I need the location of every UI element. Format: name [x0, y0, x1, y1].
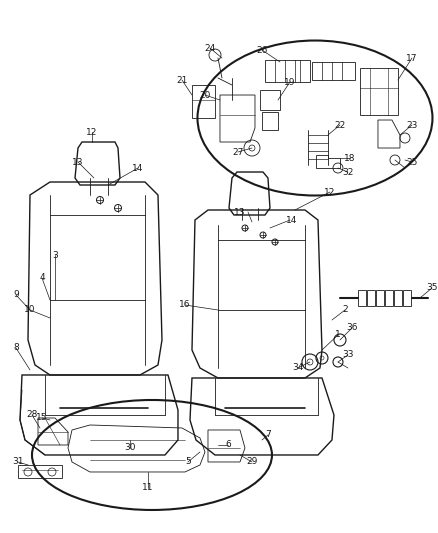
Text: 29: 29 — [246, 457, 258, 466]
Text: 19: 19 — [284, 77, 296, 86]
Text: 28: 28 — [26, 410, 38, 419]
Text: 27: 27 — [232, 148, 244, 157]
Text: 4: 4 — [39, 273, 45, 282]
Text: 21: 21 — [177, 76, 187, 85]
Text: 16: 16 — [179, 301, 191, 310]
Text: 2: 2 — [342, 305, 348, 314]
Text: 25: 25 — [406, 158, 418, 166]
Text: 5: 5 — [185, 457, 191, 466]
Text: 31: 31 — [12, 457, 24, 466]
Text: 23: 23 — [406, 120, 418, 130]
Text: 22: 22 — [334, 120, 346, 130]
Text: 26: 26 — [256, 45, 268, 54]
Text: 36: 36 — [346, 324, 358, 333]
Text: 8: 8 — [13, 343, 19, 352]
Text: 17: 17 — [406, 53, 418, 62]
Text: 10: 10 — [24, 305, 36, 314]
Text: 24: 24 — [205, 44, 215, 53]
Text: 6: 6 — [225, 440, 231, 449]
Text: 13: 13 — [234, 207, 246, 216]
Text: 30: 30 — [124, 443, 136, 453]
Text: 12: 12 — [86, 127, 98, 136]
Text: 11: 11 — [142, 483, 154, 492]
Text: 20: 20 — [199, 91, 211, 100]
Text: 3: 3 — [52, 251, 58, 260]
Text: 35: 35 — [426, 284, 438, 293]
Text: 1: 1 — [335, 330, 341, 340]
Text: 13: 13 — [72, 158, 84, 166]
Text: 15: 15 — [36, 414, 48, 423]
Text: 12: 12 — [324, 188, 336, 197]
Text: 34: 34 — [292, 364, 304, 373]
Text: 7: 7 — [265, 431, 271, 440]
Text: 18: 18 — [344, 154, 356, 163]
Text: 14: 14 — [286, 215, 298, 224]
Text: 33: 33 — [342, 351, 354, 359]
Text: 14: 14 — [132, 164, 144, 173]
Text: 32: 32 — [342, 167, 353, 176]
Text: 9: 9 — [13, 290, 19, 300]
